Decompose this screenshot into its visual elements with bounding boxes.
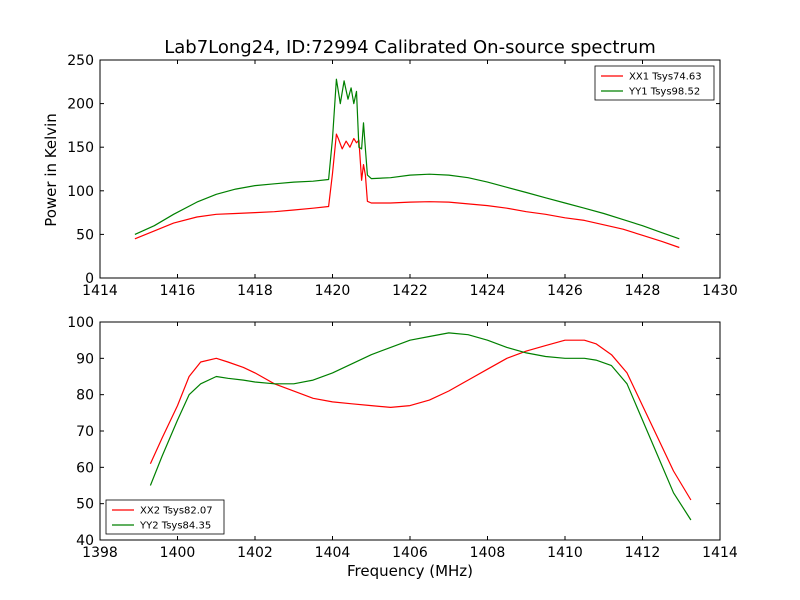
bottom-series-line-1 [149,339,692,501]
top-y-tick-label: 100 [67,184,94,200]
bottom-series-line-2 [149,332,692,521]
bottom-x-tick-label: 1412 [625,545,661,561]
top-y-tick-label: 50 [76,227,94,243]
bottom-legend-label-1: XX2 Tsys82.07 [140,506,213,517]
top-y-tick-label: 150 [67,140,94,156]
top-legend: XX1 Tsys74.63 YY1 Tsys98.52 [594,65,715,101]
bottom-y-tick-label: 100 [67,315,94,331]
top-plot-area: 1414 1416 1418 1420 1422 1424 1426 1428 1430 0 50 1… [67,53,738,299]
top-x-tick-label: 1416 [160,283,196,299]
bottom-x-tick-label: 1414 [702,545,738,561]
top-x-tick-label: 1418 [237,283,273,299]
bottom-legend-box [105,499,225,535]
bottom-spectrum-panel: 1398 1400 1402 1404 1406 1408 1410 1412 1414 40 50… [67,315,738,580]
bottom-y-tick-label: 80 [76,388,94,404]
top-y-tick-label: 0 [85,271,94,287]
bottom-y-tick-label: 40 [76,533,94,549]
top-x-tick-label: 1422 [392,283,428,299]
top-legend-label-2: YY1 Tsys98.52 [628,87,700,98]
top-x-tick-label: 1430 [702,283,738,299]
bottom-plot-area: 1398 1400 1402 1404 1406 1408 1410 1412 1414 40 50… [67,315,738,561]
bottom-x-tick-label: 1410 [547,545,583,561]
top-spectrum-panel: 1414 1416 1418 1420 1422 1424 1426 1428 1430 0 50 1… [42,53,738,299]
bottom-y-tick-label: 70 [76,424,94,440]
bottom-x-tick-label: 1400 [160,545,196,561]
top-series-line-2 [134,78,680,240]
top-legend-box [594,65,715,101]
bottom-legend: XX2 Tsys82.07 YY2 Tsys84.35 [105,499,225,535]
top-x-tick-label: 1420 [315,283,351,299]
top-y-tick-label: 200 [67,97,94,113]
top-y-tick-label: 250 [67,53,94,69]
bottom-y-tick-label: 60 [76,460,94,476]
top-legend-label-1: XX1 Tsys74.63 [629,72,702,83]
bottom-x-tick-label: 1404 [315,545,351,561]
bottom-x-tick-label: 1408 [470,545,506,561]
top-x-tick-label: 1426 [547,283,583,299]
top-x-tick-label: 1414 [82,283,118,299]
top-x-tick-label: 1424 [470,283,506,299]
figure-title: Lab7Long24, ID:72994 Calibrated On-sourc… [164,37,656,58]
bottom-legend-label-2: YY2 Tsys84.35 [139,521,211,532]
bottom-y-tick-label: 50 [76,497,94,513]
top-x-tick-label: 1428 [625,283,661,299]
top-y-axis-label: Power in Kelvin [42,113,60,227]
bottom-x-tick-label: 1406 [392,545,428,561]
bottom-x-tick-label: 1402 [237,545,273,561]
top-series-line-1 [134,133,680,249]
bottom-x-axis-label: Frequency (MHz) [347,562,473,580]
bottom-x-tick-label: 1398 [82,545,118,561]
bottom-y-tick-label: 90 [76,351,94,367]
